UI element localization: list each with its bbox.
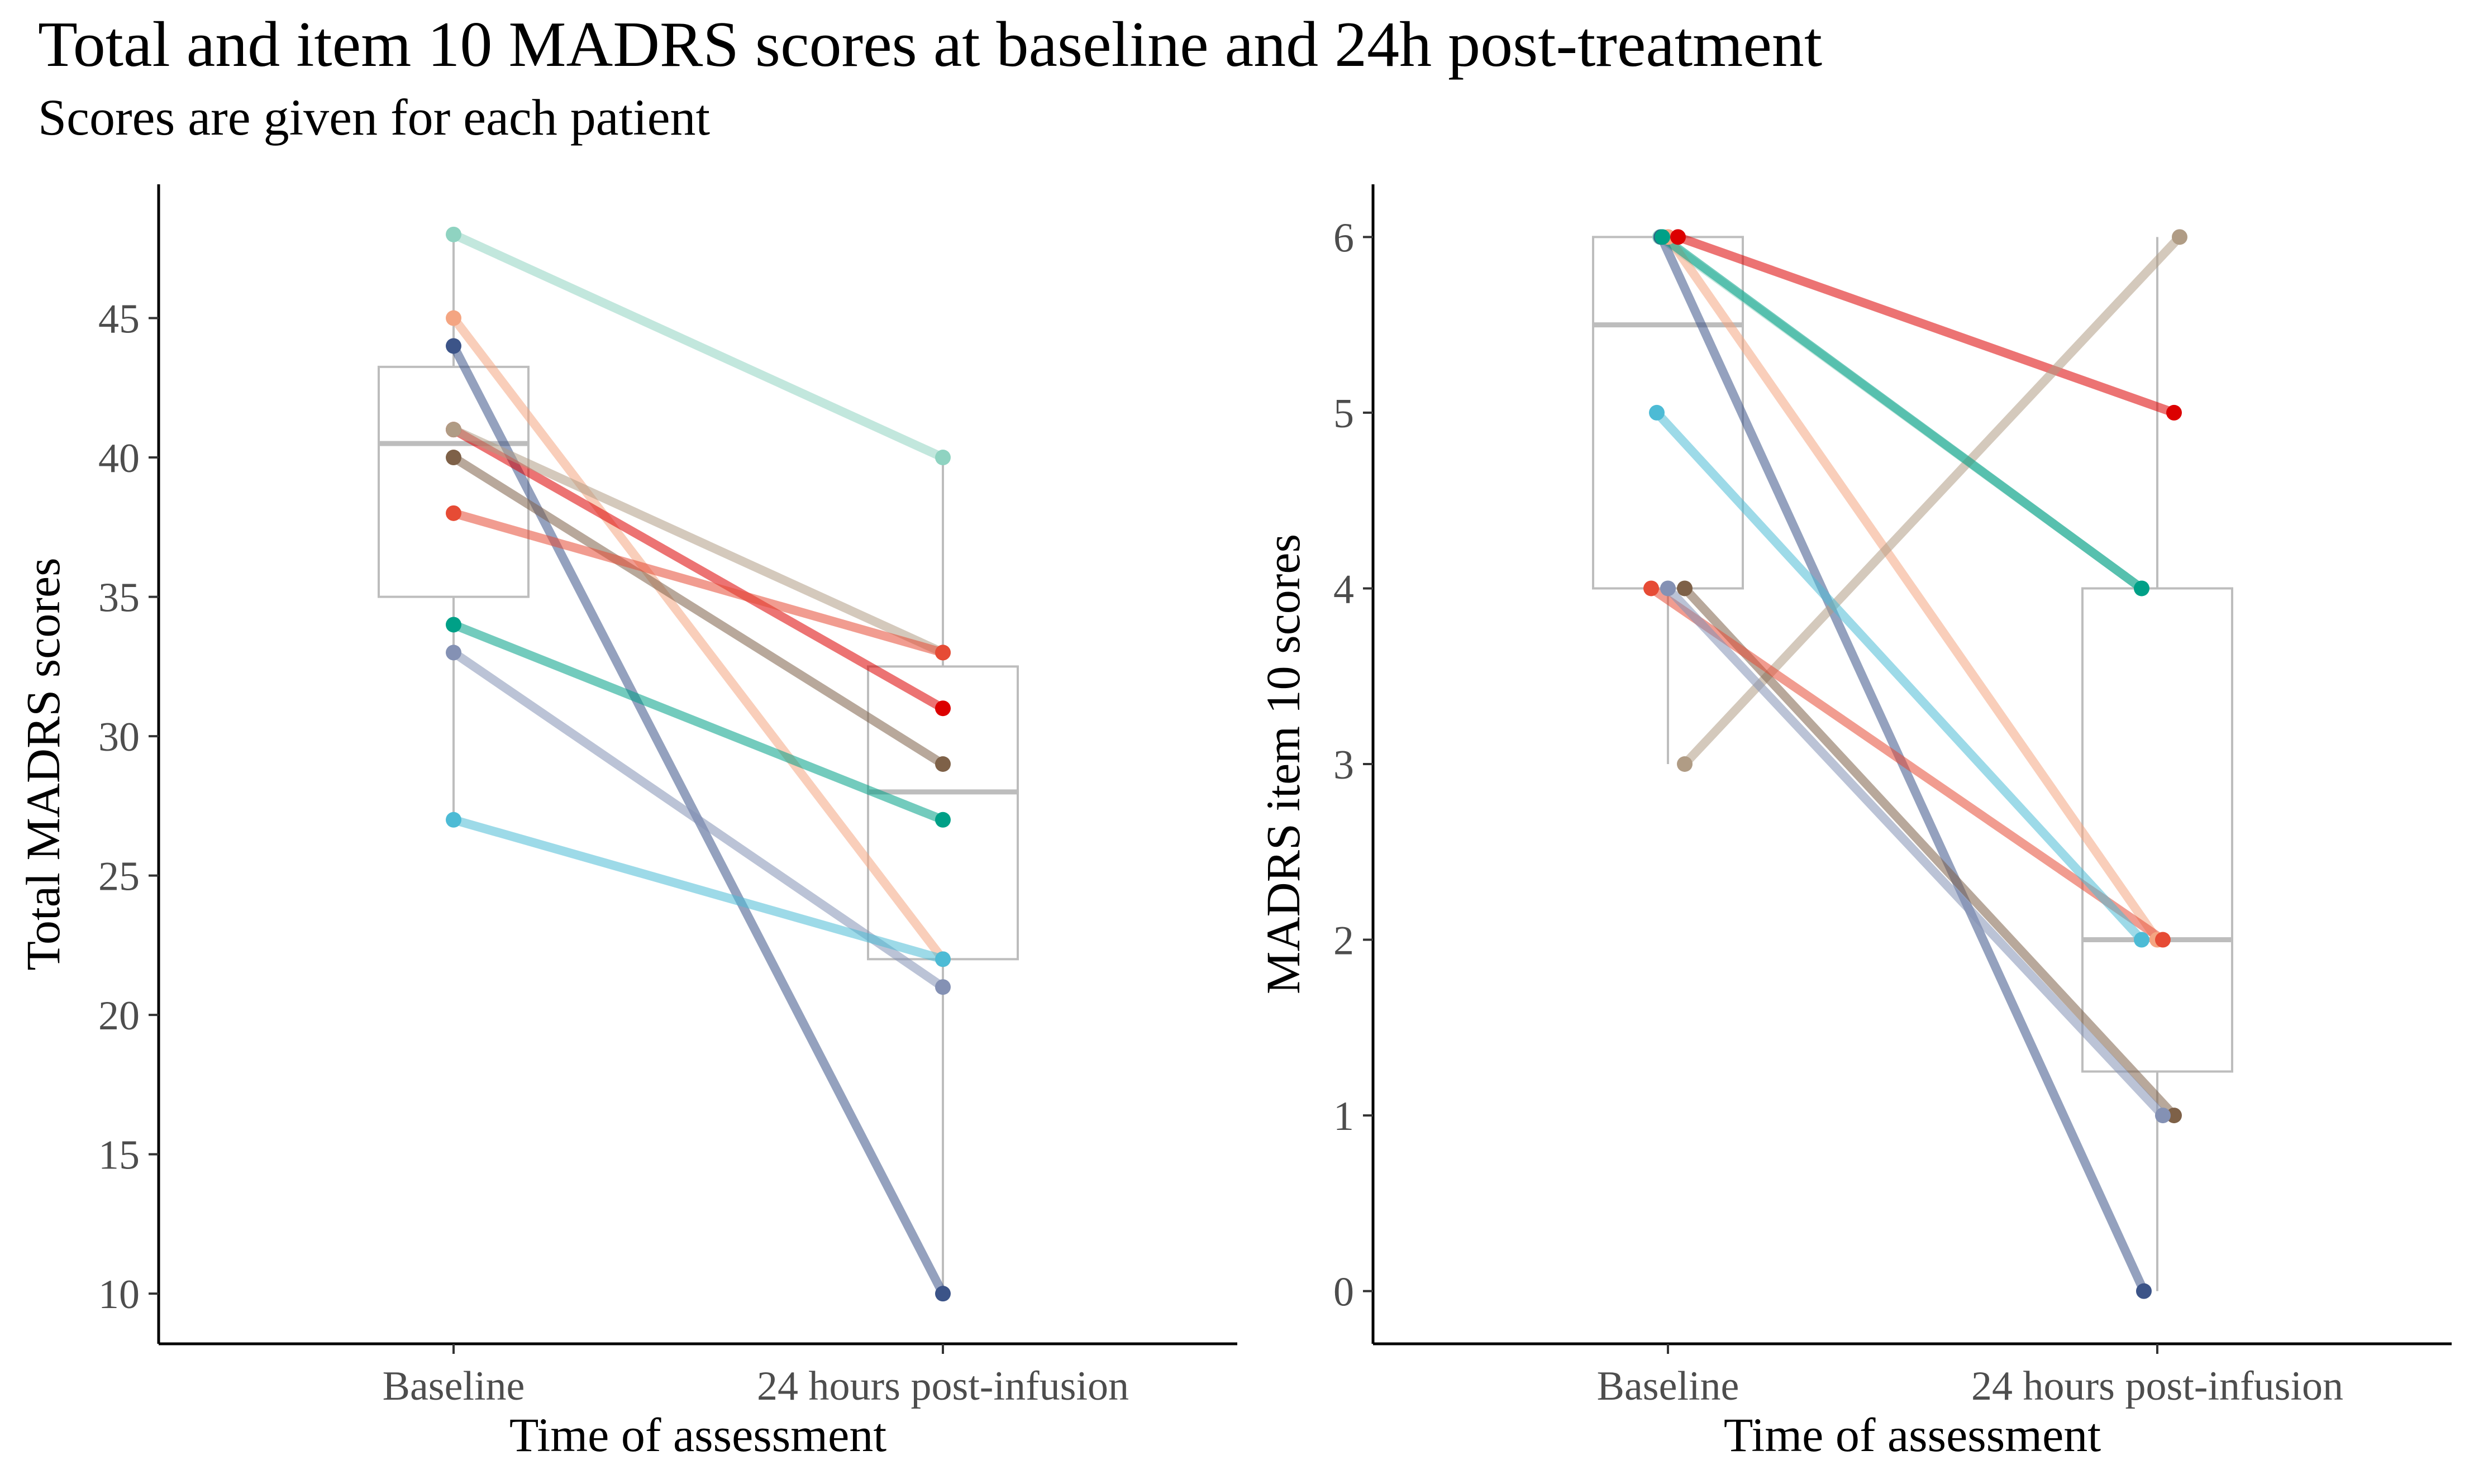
- series-line-patient-red: [1676, 232, 2176, 417]
- data-point-patient-lavender-post: [2155, 1108, 2171, 1124]
- chart-panel-left: 10 15 20 25 30 35 40 45 Baseline 24 hours post-in…: [16, 184, 1237, 1462]
- boxplot-post-infusion: [867, 457, 1019, 1294]
- box-iqr: [2081, 587, 2233, 1073]
- data-point-patient-red-post: [2166, 404, 2182, 421]
- data-point-patient-mint-post: [935, 450, 951, 466]
- data-point-patient-teal-post: [2134, 580, 2149, 597]
- y-tick-label: 1: [1333, 1094, 1354, 1139]
- data-point-patient-taupe-baseline: [446, 422, 461, 438]
- data-point-patient-brown-post: [2166, 1108, 2182, 1124]
- data-point-patient-orange-post: [2155, 932, 2171, 948]
- x-tick-label: Baseline: [383, 1363, 525, 1409]
- data-point-patient-sky-baseline: [446, 812, 461, 828]
- y-tick-label: 15: [98, 1133, 140, 1178]
- box-iqr: [378, 365, 530, 598]
- series-line-patient-lavender: [1665, 585, 2166, 1119]
- y-tick-label: 3: [1333, 742, 1354, 788]
- series-line-patient-orange: [1648, 584, 2166, 944]
- data-point-patient-orange-post: [935, 645, 951, 661]
- data-point-patient-brown-baseline: [446, 450, 461, 466]
- series-line-patient-brown: [1681, 585, 2177, 1119]
- data-point-patient-orange-baseline: [1643, 580, 1659, 597]
- series-line-patient-salmon: [450, 315, 947, 962]
- chart-subtitle: Scores are given for each patient: [38, 89, 711, 146]
- series-line-patient-teal: [1660, 233, 2144, 592]
- data-point-patient-sky-post: [935, 951, 951, 967]
- series-line-patient-brown: [451, 454, 946, 768]
- data-point-patient-teal-baseline: [1655, 229, 1670, 245]
- series-line-patient-sky: [1653, 409, 2145, 943]
- y-tick-label: 25: [98, 854, 140, 900]
- y-tick-label: 35: [98, 575, 140, 621]
- series-line-patient-taupe: [451, 425, 945, 657]
- x-tick-label: 24 hours post-infusion: [757, 1363, 1129, 1409]
- data-point-patient-teal-baseline: [446, 617, 461, 633]
- series-line-patient-salmon: [1664, 234, 2161, 943]
- y-tick-label: 30: [98, 714, 140, 760]
- y-tick-label: 5: [1333, 391, 1354, 437]
- data-point-patient-red-baseline: [1670, 229, 1686, 245]
- boxplot-post-infusion: [2081, 237, 2233, 1291]
- y-axis-title: Total MADRS scores: [16, 557, 70, 970]
- series-line-patient-mint: [451, 230, 945, 462]
- data-point-patient-mint-baseline: [446, 226, 461, 242]
- box-iqr: [1592, 236, 1744, 590]
- series-line-patient-orange: [452, 509, 945, 657]
- data-point-patient-orange-baseline: [446, 505, 461, 521]
- data-point-patient-brown-baseline: [1677, 580, 1693, 597]
- data-point-patient-teal-post: [935, 812, 951, 828]
- y-tick-label: 10: [98, 1272, 140, 1318]
- series-line-patient-teal: [452, 621, 945, 824]
- data-point-patient-brown-post: [935, 756, 951, 772]
- y-tick-label: 4: [1333, 566, 1354, 612]
- y-tick-label: 20: [98, 993, 140, 1039]
- y-axis-title: MADRS item 10 scores: [1256, 534, 1310, 994]
- data-point-patient-lavender-post: [935, 979, 951, 995]
- data-point-patient-red-post: [935, 700, 951, 717]
- data-point-patient-navy-baseline: [446, 338, 461, 354]
- series-line-patient-sky: [452, 815, 945, 964]
- data-point-patient-taupe-post: [2172, 229, 2187, 245]
- data-point-patient-sky-post: [2134, 932, 2149, 948]
- x-tick-label: 24 hours post-infusion: [1971, 1363, 2343, 1409]
- y-tick-label: 2: [1333, 918, 1354, 964]
- data-point-patient-taupe-baseline: [1677, 756, 1693, 772]
- data-point-patient-sky-baseline: [1649, 404, 1665, 421]
- data-point-patient-navy-post: [2136, 1283, 2152, 1299]
- y-tick-label: 45: [98, 297, 140, 342]
- data-point-patient-salmon-baseline: [446, 310, 461, 326]
- data-point-patient-lavender-baseline: [446, 645, 461, 661]
- y-tick-label: 0: [1333, 1270, 1354, 1315]
- chart-panel-right: 0 1 2 3 4 5 6 Baseline 24 hours post-infusionTim…: [1256, 184, 2452, 1462]
- data-point-patient-lavender-baseline: [1660, 580, 1676, 597]
- x-tick-label: Baseline: [1597, 1363, 1739, 1409]
- data-point-patient-navy-post: [935, 1286, 951, 1302]
- chart-title: Total and item 10 MADRS scores at baseli…: [38, 9, 1823, 80]
- y-tick-label: 6: [1333, 215, 1354, 261]
- x-axis-title: Time of assessment: [1724, 1408, 2101, 1462]
- y-tick-label: 40: [98, 436, 140, 481]
- series-line-patient-red: [451, 426, 945, 713]
- x-axis-title: Time of assessment: [509, 1408, 886, 1462]
